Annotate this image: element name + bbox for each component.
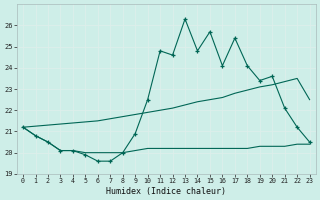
X-axis label: Humidex (Indice chaleur): Humidex (Indice chaleur) bbox=[106, 187, 226, 196]
